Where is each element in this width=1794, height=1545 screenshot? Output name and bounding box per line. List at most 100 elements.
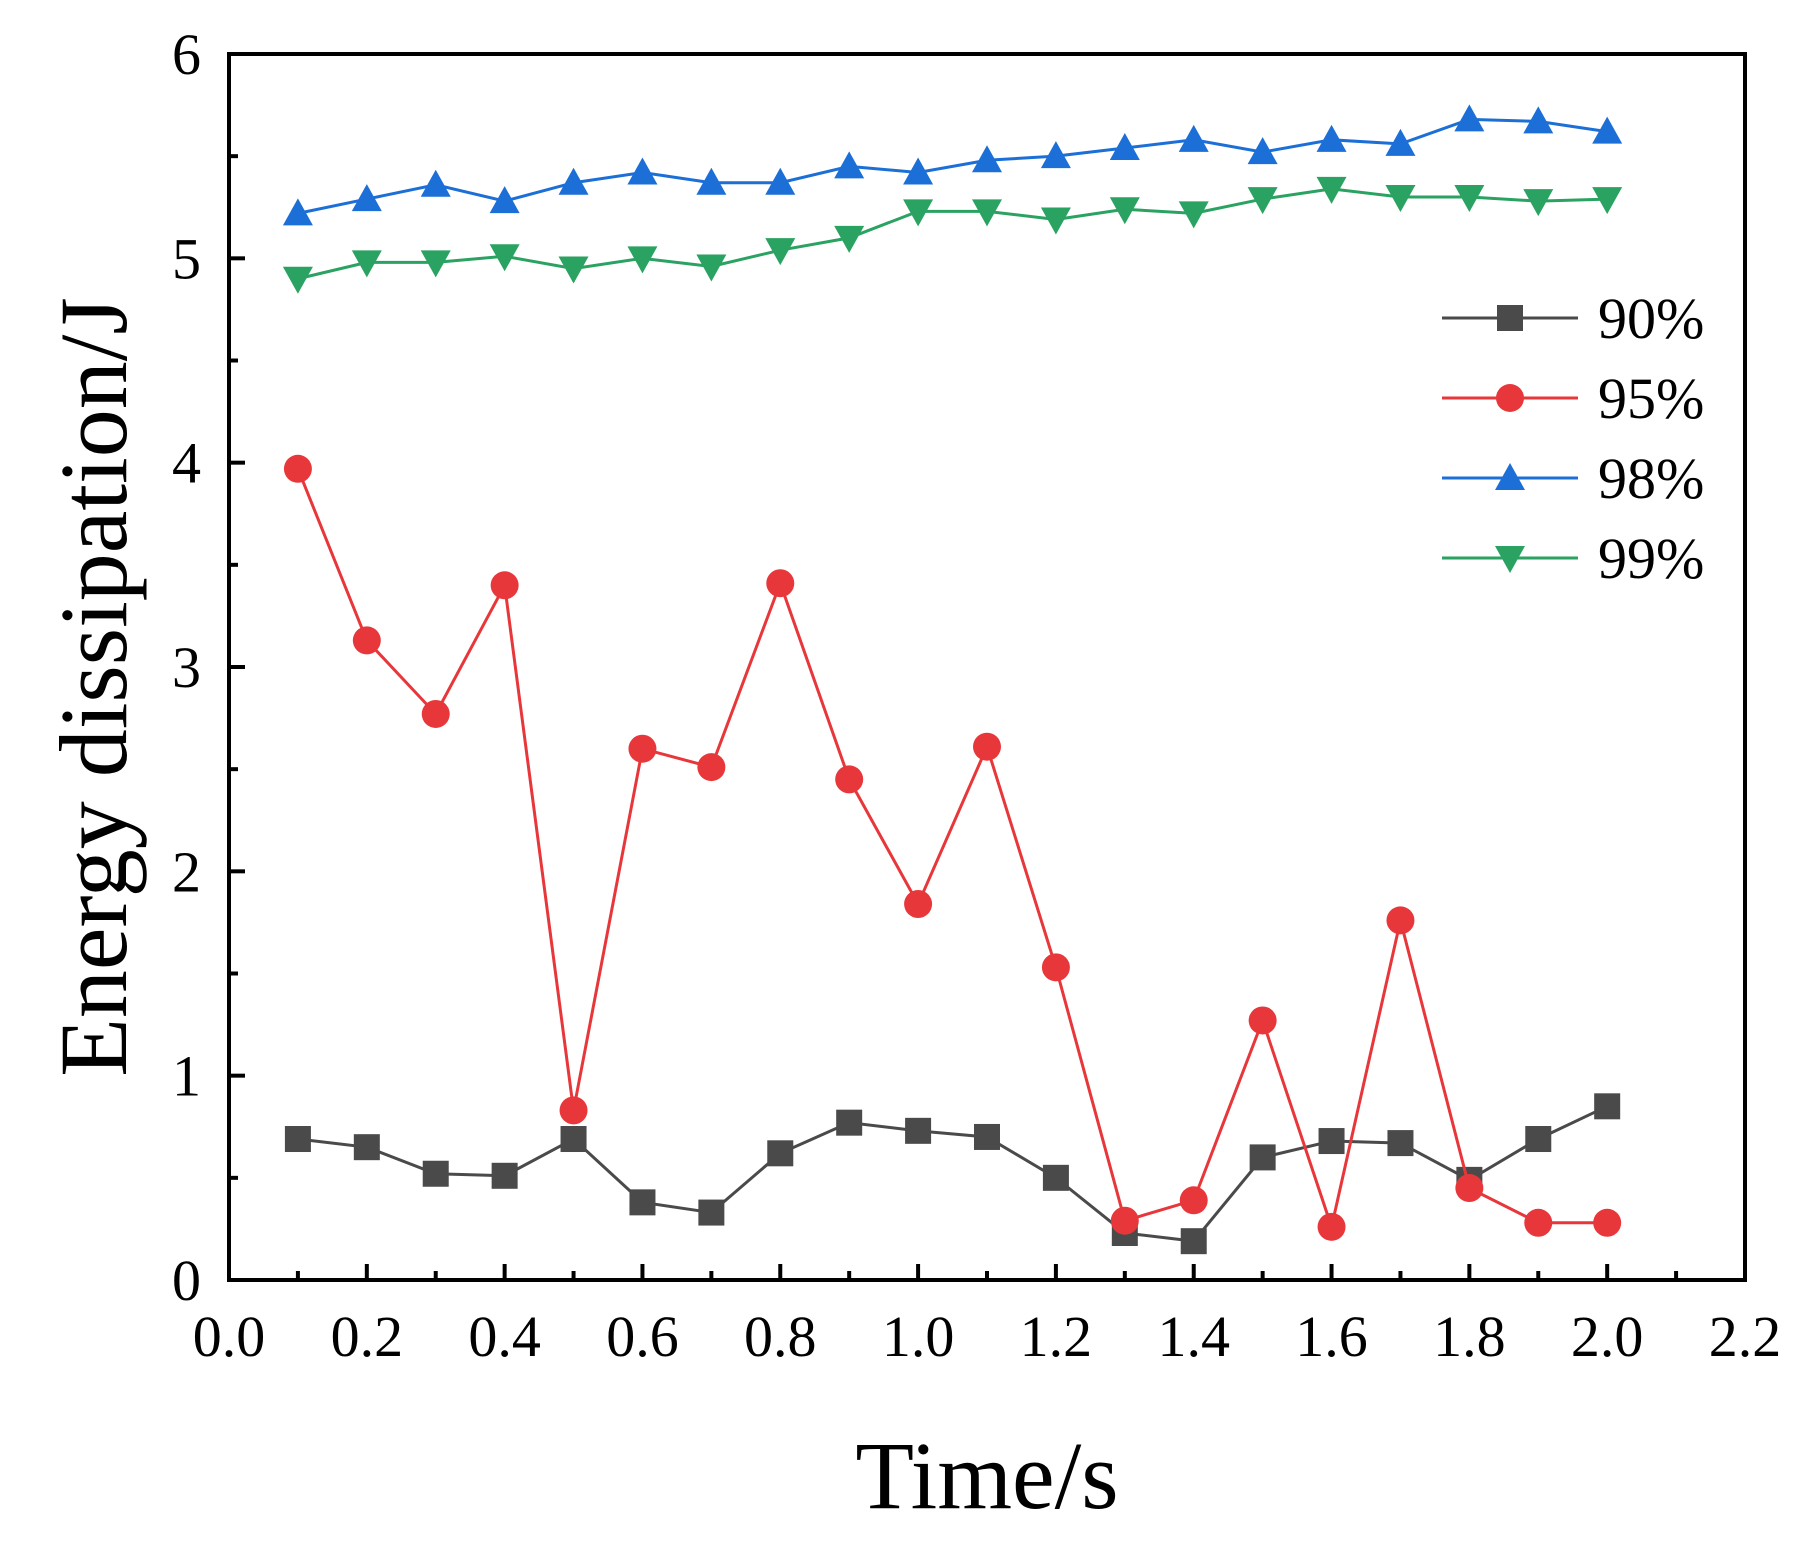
data-point	[905, 1117, 932, 1144]
y-tick-label: 1	[172, 1044, 201, 1109]
data-point	[1525, 1126, 1552, 1153]
data-point	[1455, 1174, 1484, 1203]
data-point	[767, 1140, 794, 1167]
data-point	[1594, 1093, 1621, 1120]
y-tick-label: 0	[172, 1248, 201, 1313]
series-3	[282, 104, 1623, 226]
data-point	[1178, 201, 1209, 229]
data-point	[974, 1123, 1000, 1150]
series-1	[284, 1093, 1621, 1255]
data-point	[1592, 116, 1623, 144]
x-tick-label: 1.8	[1433, 1304, 1506, 1369]
legend-label: 90%	[1598, 286, 1704, 351]
series-4	[282, 176, 1623, 294]
data-point	[1247, 187, 1278, 215]
data-point	[1386, 906, 1415, 935]
data-point	[696, 167, 727, 195]
x-tick-label: 0.4	[468, 1304, 541, 1369]
series-line	[297, 117, 1608, 215]
data-point	[697, 753, 726, 782]
data-point	[1387, 1130, 1414, 1157]
x-tick-label: 1.0	[882, 1304, 955, 1369]
data-point	[1523, 106, 1554, 134]
data-point	[490, 571, 519, 600]
data-point	[1040, 141, 1071, 169]
data-point	[903, 157, 934, 185]
data-point	[284, 1126, 311, 1153]
y-tick-label: 4	[172, 431, 201, 496]
data-point	[972, 145, 1002, 173]
x-tick-label: 2.2	[1709, 1304, 1782, 1369]
x-axis-title: Time/s	[855, 1422, 1118, 1529]
data-point	[283, 454, 312, 483]
data-point	[629, 1189, 656, 1216]
data-point	[628, 734, 657, 763]
data-point	[1110, 1206, 1139, 1235]
y-tick-label: 5	[172, 226, 201, 291]
data-point	[1316, 176, 1347, 204]
data-point	[698, 1199, 725, 1226]
data-point	[1247, 137, 1278, 165]
data-point	[1180, 1228, 1207, 1255]
data-point	[1592, 187, 1623, 215]
data-point	[558, 256, 589, 284]
data-point	[1316, 124, 1347, 152]
x-tick-label: 0.2	[331, 1304, 404, 1369]
data-point	[353, 1134, 380, 1161]
legend-marker	[1496, 384, 1524, 412]
data-point	[1454, 185, 1485, 213]
data-point	[1317, 1212, 1346, 1241]
y-tick-label: 6	[172, 22, 201, 87]
data-point	[696, 254, 727, 282]
ticks-layer: 0.0 0.2 0.4 0.6 0.8 1.0 1.2 1.4 1.6 1.8 2.0 2.2 0 1 2 3…	[172, 22, 1781, 1369]
legend-item: 98%	[1442, 446, 1704, 511]
data-point	[282, 198, 313, 226]
y-tick-label: 3	[172, 635, 201, 700]
data-point	[627, 157, 658, 185]
data-point	[973, 732, 1001, 761]
data-point	[903, 199, 934, 227]
data-point	[1041, 953, 1070, 982]
data-point	[420, 250, 451, 278]
legend-label: 95%	[1598, 366, 1704, 431]
series-line	[297, 187, 1608, 281]
data-point	[558, 167, 589, 195]
series-line	[296, 468, 1608, 1233]
x-tick-label: 1.4	[1157, 1304, 1230, 1369]
x-tick-label: 1.6	[1295, 1304, 1368, 1369]
data-point	[1109, 132, 1140, 160]
data-point	[1248, 1006, 1277, 1035]
plot-frame	[227, 52, 1747, 1282]
data-point	[835, 765, 864, 794]
data-point	[627, 246, 658, 274]
x-tick-label: 1.2	[1020, 1304, 1093, 1369]
data-point	[834, 151, 865, 179]
data-point	[766, 569, 795, 598]
legend-item: 90%	[1442, 286, 1704, 351]
series-2	[283, 454, 1622, 1241]
data-point	[282, 266, 313, 294]
data-point	[351, 250, 382, 278]
data-point	[765, 167, 796, 195]
data-point	[765, 238, 796, 266]
y-tick-label: 2	[172, 839, 201, 904]
legend-marker	[1495, 463, 1525, 490]
data-point	[972, 199, 1002, 227]
data-point	[1524, 1208, 1553, 1237]
legend-item: 99%	[1442, 526, 1704, 591]
x-tick-label: 0.8	[744, 1304, 817, 1369]
data-point	[836, 1109, 863, 1136]
data-point	[420, 169, 451, 197]
data-point	[834, 225, 865, 253]
x-tick-label: 0.0	[193, 1304, 266, 1369]
legend-marker	[1497, 305, 1523, 331]
legend-marker	[1495, 546, 1525, 573]
legend: 90% 95% 98% 99%	[1442, 286, 1704, 591]
data-point	[352, 626, 381, 655]
data-point	[351, 184, 382, 212]
data-point	[1385, 185, 1416, 213]
x-tick-label: 0.6	[606, 1304, 679, 1369]
data-point	[489, 186, 520, 214]
data-point	[491, 1162, 518, 1189]
legend-item: 95%	[1442, 366, 1704, 431]
